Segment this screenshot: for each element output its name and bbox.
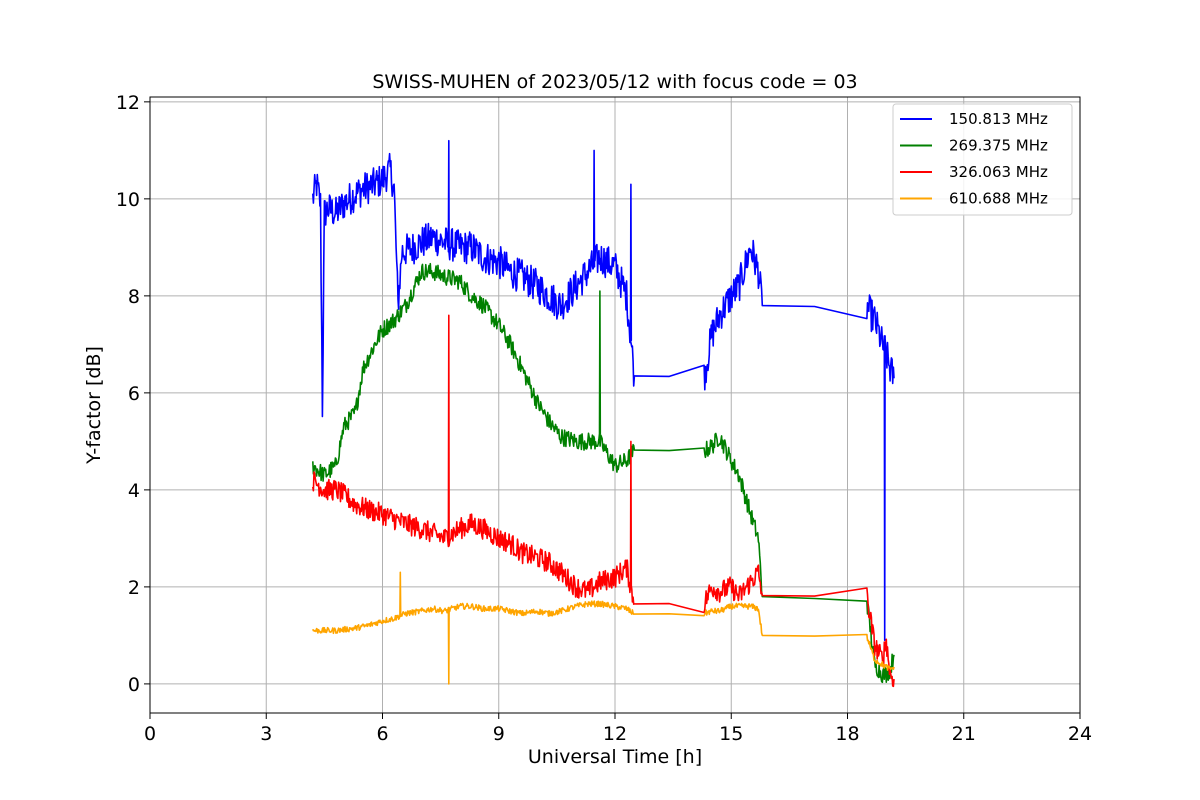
x-tick-label: 6: [376, 723, 388, 745]
series-line-2: [312, 262, 895, 684]
x-tick-label: 12: [603, 723, 627, 745]
y-tick-label: 12: [116, 92, 140, 114]
legend-entry: 326.063 MHz: [949, 163, 1048, 181]
y-tick-label: 6: [128, 383, 140, 405]
chart-title: SWISS-MUHEN of 2023/05/12 with focus cod…: [372, 71, 857, 93]
x-tick-label: 3: [260, 723, 272, 745]
y-axis-ticks: 0 2 4 6 8 10 12: [116, 92, 150, 696]
series-line-3: [312, 314, 895, 688]
x-tick-label: 24: [1068, 723, 1092, 745]
y-tick-label: 4: [128, 480, 140, 502]
y-tick-label: 0: [128, 674, 140, 696]
y-tick-label: 8: [128, 286, 140, 308]
x-tick-label: 18: [835, 723, 859, 745]
x-axis-label: Universal Time [h]: [528, 746, 702, 768]
legend-entry: 610.688 MHz: [949, 190, 1048, 208]
series-line-1: [312, 139, 895, 641]
series-layer: [312, 139, 895, 688]
x-tick-label: 21: [952, 723, 976, 745]
x-tick-label: 9: [493, 723, 505, 745]
y-tick-label: 10: [116, 189, 140, 211]
series-line-4: [312, 571, 895, 685]
legend-box: [892, 103, 1073, 216]
y-tick-label: 2: [128, 577, 140, 599]
x-tick-label: 0: [144, 723, 156, 745]
grid: [149, 97, 1081, 713]
legend-entry: 269.375 MHz: [949, 137, 1048, 155]
legend: 150.813 MHz 269.375 MHz 326.063 MHz 610.688…: [892, 103, 1073, 216]
x-tick-label: 15: [719, 723, 743, 745]
legend-entry: 150.813 MHz: [949, 110, 1048, 128]
x-axis-ticks: 0 3 6 9 12 15 18 21 24: [144, 713, 1092, 745]
y-axis-label: Y-factor [dB]: [83, 346, 105, 465]
